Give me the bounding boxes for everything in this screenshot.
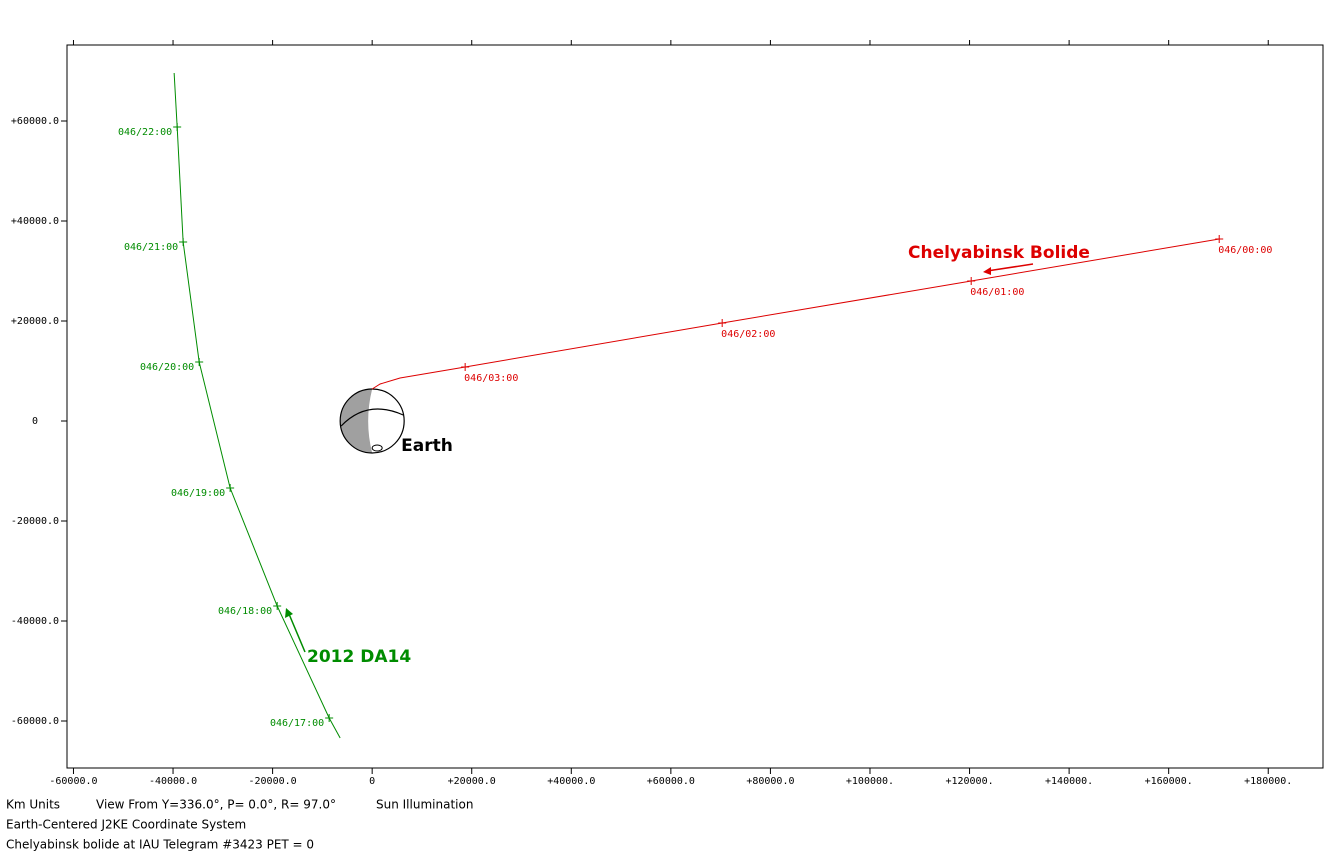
bolide-label: Chelyabinsk Bolide bbox=[908, 243, 1090, 263]
time-label: 046/03:00 bbox=[464, 373, 518, 384]
footer-text: Sun Illumination bbox=[376, 798, 473, 812]
time-marker bbox=[226, 484, 235, 492]
x-tick-label: +40000.0 bbox=[547, 776, 595, 787]
x-tick-label: +100000. bbox=[846, 776, 894, 787]
x-tick-label: +80000.0 bbox=[746, 776, 794, 787]
time-label: 046/17:00 bbox=[270, 718, 324, 729]
time-label: 046/00:00 bbox=[1218, 245, 1272, 256]
x-tick-label: +120000. bbox=[945, 776, 993, 787]
time-marker bbox=[273, 602, 282, 610]
footer-text: Chelyabinsk bolide at IAU Telegram #3423… bbox=[6, 838, 314, 852]
time-label: 046/22:00 bbox=[118, 127, 172, 138]
footer-text: View From Y=336.0°, P= 0.0°, R= 97.0° bbox=[96, 798, 336, 812]
da14-label: 2012 DA14 bbox=[307, 647, 411, 667]
y-tick-label: +40000.0 bbox=[11, 216, 59, 227]
time-label: 046/02:00 bbox=[721, 329, 775, 340]
bolide-arrow bbox=[986, 263, 1034, 272]
time-marker bbox=[718, 319, 727, 327]
da14-arrow-head bbox=[285, 608, 293, 618]
x-tick-label: -20000.0 bbox=[249, 776, 297, 787]
earth-night bbox=[340, 389, 373, 453]
time-label: 046/01:00 bbox=[970, 287, 1024, 298]
trajectory bbox=[173, 72, 341, 739]
time-marker bbox=[1215, 235, 1224, 243]
x-tick-label: +20000.0 bbox=[448, 776, 496, 787]
time-label: 046/21:00 bbox=[124, 242, 178, 253]
time-marker bbox=[195, 358, 204, 366]
time-marker bbox=[173, 123, 182, 131]
time-label: 046/20:00 bbox=[140, 362, 194, 373]
da14-arrow bbox=[288, 613, 306, 653]
footer-text: Earth-Centered J2KE Coordinate System bbox=[6, 818, 246, 832]
y-tick-label: 0 bbox=[32, 416, 38, 427]
time-marker bbox=[179, 238, 188, 246]
time-label: 046/18:00 bbox=[218, 606, 272, 617]
earth-label: Earth bbox=[401, 436, 453, 456]
plot-frame bbox=[66, 44, 1324, 769]
x-tick-label: -40000.0 bbox=[149, 776, 197, 787]
x-tick-label: +160000. bbox=[1145, 776, 1193, 787]
x-tick-label: -60000.0 bbox=[49, 776, 97, 787]
y-tick-label: +60000.0 bbox=[11, 116, 59, 127]
time-marker bbox=[461, 363, 470, 371]
earth-feature bbox=[371, 444, 383, 452]
time-marker bbox=[325, 714, 334, 722]
y-tick-label: -20000.0 bbox=[11, 516, 59, 527]
footer-text: Km Units bbox=[6, 798, 60, 812]
x-tick-label: +60000.0 bbox=[647, 776, 695, 787]
time-label: 046/19:00 bbox=[171, 488, 225, 499]
x-tick-label: +140000. bbox=[1045, 776, 1093, 787]
time-marker bbox=[967, 277, 976, 285]
x-tick-label: +180000. bbox=[1244, 776, 1292, 787]
bolide-arrow-head bbox=[983, 267, 991, 275]
y-tick-label: +20000.0 bbox=[11, 316, 59, 327]
earth-equator bbox=[340, 408, 404, 427]
y-tick-label: -60000.0 bbox=[11, 716, 59, 727]
x-tick-label: 0 bbox=[369, 776, 375, 787]
trajectory bbox=[371, 238, 1220, 390]
y-tick-label: -40000.0 bbox=[11, 616, 59, 627]
